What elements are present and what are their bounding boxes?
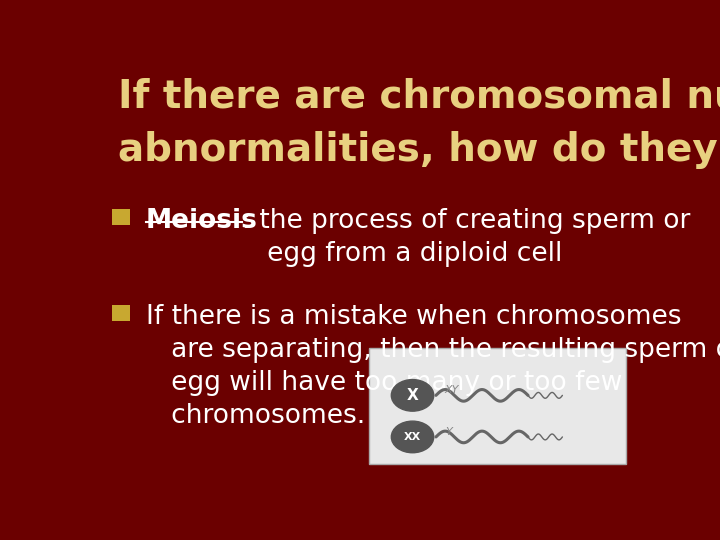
Text: XY: XY: [445, 386, 459, 395]
Text: : the process of creating sperm or
   egg from a diploid cell: : the process of creating sperm or egg f…: [242, 208, 690, 267]
Text: XX: XX: [404, 432, 421, 442]
Circle shape: [392, 380, 433, 411]
Text: Y: Y: [445, 427, 451, 437]
Circle shape: [392, 421, 433, 453]
FancyBboxPatch shape: [112, 305, 130, 321]
FancyBboxPatch shape: [112, 209, 130, 225]
Text: abnormalities, how do they form?: abnormalities, how do they form?: [118, 131, 720, 170]
Text: If there are chromosomal number: If there are chromosomal number: [118, 77, 720, 115]
FancyBboxPatch shape: [369, 348, 626, 464]
Text: If there is a mistake when chromosomes
   are separating, then the resulting spe: If there is a mistake when chromosomes a…: [145, 304, 720, 429]
Text: X: X: [407, 388, 418, 403]
Text: Meiosis: Meiosis: [145, 208, 258, 234]
